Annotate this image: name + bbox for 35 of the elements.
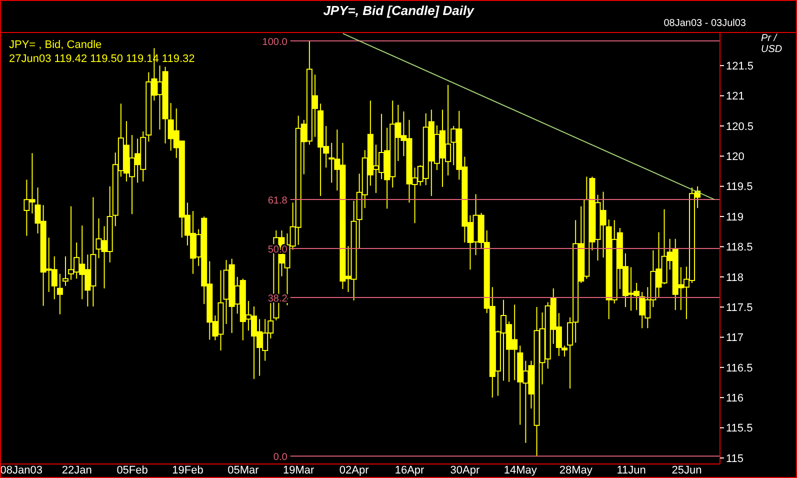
- y-tick-label: 115.5: [726, 422, 753, 435]
- y-tick-label: 120: [726, 151, 744, 164]
- chart-title: JPY=, Bid [Candle] Daily: [322, 3, 476, 18]
- y-axis-title: Pr / USD: [761, 33, 784, 55]
- y-tick-label: 120.5: [726, 120, 754, 133]
- y-tick-label: 118.5: [726, 242, 753, 254]
- ref-line-label: 100.0: [262, 36, 288, 48]
- y-tick-label: 116: [726, 392, 744, 405]
- y-tick-label: 121: [726, 90, 744, 103]
- y-tick-label: 119: [726, 211, 744, 224]
- x-tick-label: 05Mar: [228, 464, 260, 476]
- candlestick: [62, 256, 68, 286]
- x-tick-label: 19Feb: [172, 464, 204, 476]
- x-tick-label: 30Apr: [450, 464, 480, 476]
- y-tick-label: 121.5: [726, 60, 754, 72]
- x-tick-label: 05Feb: [116, 464, 148, 476]
- chart-subtitle: 08Jan03 - 03Jul03: [664, 18, 746, 29]
- x-tick-label: 22Jan: [62, 464, 92, 476]
- x-tick-label: 28May: [559, 464, 593, 476]
- y-tick-label: 116.5: [726, 362, 753, 374]
- x-tick-label: 14May: [504, 464, 538, 476]
- x-tick-label: 19Mar: [283, 464, 315, 476]
- x-tick-label: 16Apr: [394, 464, 425, 476]
- x-tick-label: 11Jun: [616, 464, 646, 476]
- x-tick-label: 02Apr: [339, 464, 370, 476]
- y-tick-label: 117: [726, 332, 744, 344]
- x-tick-label: 08Jan03: [0, 464, 43, 476]
- annotation: JPY= , Bid, Candle: [9, 39, 102, 51]
- ref-line-label: 61.8: [268, 196, 288, 207]
- y-tick-label: 117.5: [726, 302, 753, 314]
- y-tick-label: 115: [726, 452, 744, 465]
- ref-line-label: 0.0: [273, 452, 288, 464]
- x-tick-label: 25Jun: [672, 464, 702, 476]
- y-tick-label: 118: [726, 272, 744, 284]
- y-tick-label: 119.5: [726, 181, 753, 194]
